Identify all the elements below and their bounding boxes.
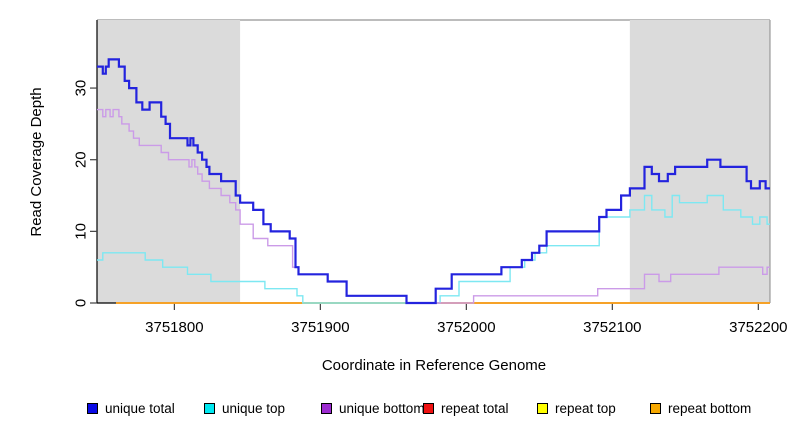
legend-item-repeat-top: repeat top [537,399,616,417]
legend-label: unique top [222,400,286,416]
x-tick-label: 3751800 [145,319,203,336]
legend-item-unique-top: unique top [204,399,285,417]
legend-item-repeat-total: repeat total [423,399,509,417]
legend: unique total unique top unique bottom repea… [0,399,792,425]
legend-label: repeat top [555,400,616,416]
x-tick-label: 3752100 [583,319,641,336]
y-tick-label: 30 [72,80,89,97]
legend-label: repeat bottom [668,400,752,416]
legend-swatch-icon [87,402,98,414]
plot-canvas: 3751800 3751900 3752000 3752100 3752200 0 10 20… [72,19,788,336]
y-tick-label: 10 [72,223,89,240]
legend-item-unique-total: unique total [87,399,175,417]
legend-item-unique-bottom: unique bottom [321,399,425,417]
legend-item-repeat-bottom: repeat bottom [650,399,751,417]
y-axis-label: Read Coverage Depth [28,87,45,237]
legend-label: repeat total [441,400,509,416]
series-line-unique-total [97,58,770,305]
series-line-unique-top [97,194,770,304]
x-axis-label: Coordinate in Reference Genome [321,357,547,374]
x-tick-label: 3752000 [437,319,495,336]
y-tick-label: 20 [72,151,89,168]
x-tick-label: 3752200 [729,319,787,336]
legend-swatch-icon [650,402,661,414]
y-tick-label: 0 [72,299,89,307]
legend-label: unique bottom [339,400,425,416]
legend-swatch-icon [321,402,332,414]
legend-swatch-icon [204,402,215,414]
legend-label: unique total [105,400,175,416]
legend-swatch-icon [537,402,548,414]
series-line-unique-bottom [97,108,770,304]
legend-swatch-icon [423,402,434,414]
x-tick-label: 3751900 [291,319,349,336]
shaded-region-2 [629,20,770,303]
